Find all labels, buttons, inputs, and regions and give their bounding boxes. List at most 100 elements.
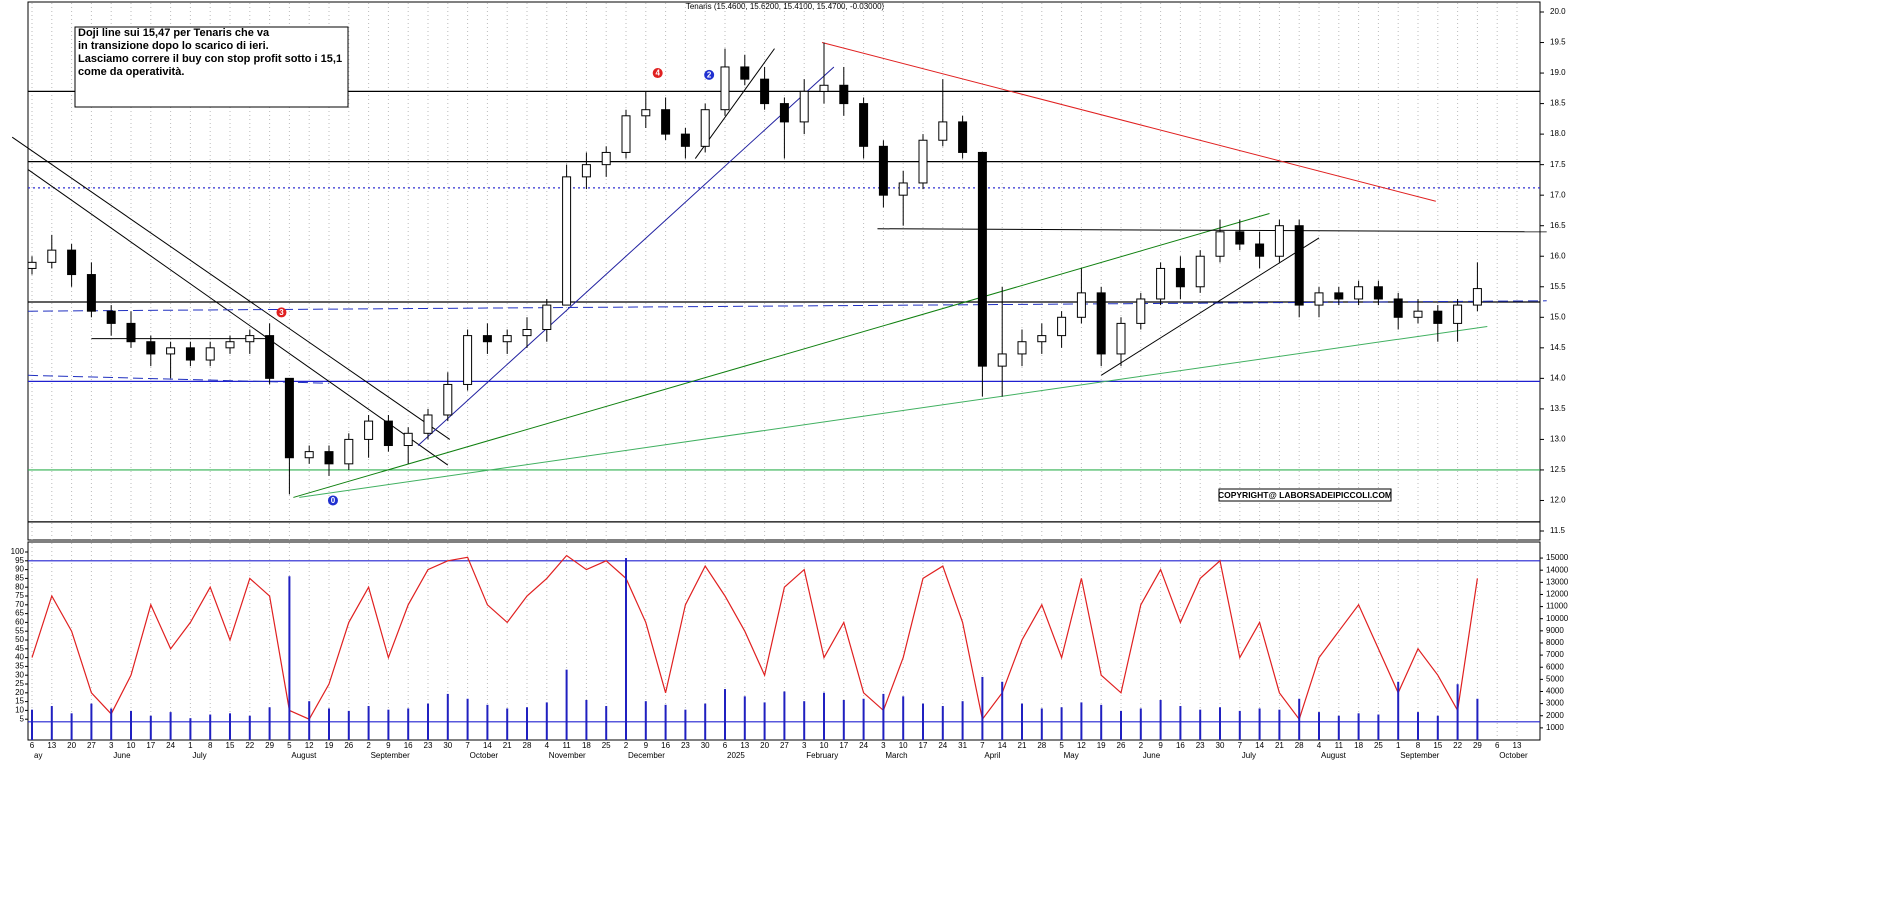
marker [652,68,663,79]
volume-bar [486,704,489,740]
trendline [28,374,330,384]
candle-body [1235,231,1245,245]
candle-body [740,66,750,80]
y-tick-label: 65 [15,609,24,618]
candle-body [522,329,532,337]
volume-bar [130,710,132,740]
candle-body [977,151,987,367]
candle-body [47,249,57,263]
volume-bar [1337,715,1340,740]
volume-bar [31,709,33,740]
candle-body [938,121,948,141]
candle-body [621,115,631,153]
trendline [877,228,1547,233]
y-tick-label: 80 [15,582,24,591]
annotation: in transizione dopo lo scarico di ieri. [78,40,269,52]
x-tick-label: 6 [30,741,35,750]
volume-bar [961,701,964,740]
volume-bar [526,707,528,740]
x-tick-label: 27 [87,741,96,750]
volume-bar [387,709,390,740]
x-tick-label: 22 [245,741,254,750]
month-label: 2025 [727,751,745,760]
candle-body [284,377,294,459]
volume-bar [545,702,548,740]
y-tick-label: 90 [15,565,24,574]
volume-bar [1476,698,1479,740]
candle-body [1195,255,1205,288]
candle-body [799,90,809,123]
y-tick-label: 20.0 [1550,7,1566,16]
candle-body [1136,298,1146,324]
y-tick-label: 18.5 [1550,99,1566,108]
marker-label: 3 [279,308,284,317]
candle-body [819,84,829,92]
marker [276,307,287,318]
candle-body [67,249,77,276]
y-tick-label: 11.5 [1550,526,1566,535]
candle-body [601,151,611,166]
x-tick-label: 23 [424,741,433,750]
marker-label: 0 [331,496,336,505]
candle-body [344,438,354,465]
x-tick-label: 14 [1255,741,1264,750]
x-tick-label: 9 [386,741,391,750]
x-tick-label: 2 [366,741,371,750]
y-tick-label: 5 [20,714,25,723]
volume-bar [763,702,766,740]
volume-bar [882,693,885,740]
x-tick-label: 8 [1416,741,1421,750]
trendline [1100,237,1320,376]
candle-body [958,121,968,153]
trendline [28,300,1547,312]
volume-bar [90,703,93,740]
candle-body [779,103,789,123]
y-tick-label: 20 [15,688,24,697]
candle-body [839,84,849,105]
candle-body [185,347,195,361]
volume-bar [169,712,172,740]
candle-body [1057,316,1067,337]
x-tick-label: 10 [899,741,908,750]
volume-bar [1040,708,1043,740]
x-tick-label: 19 [325,741,334,750]
month-label: July [1242,751,1256,760]
x-tick-label: 29 [1473,741,1482,750]
volume-bar [506,708,509,740]
y-tick-label: 16.0 [1550,251,1566,260]
volume-bar [684,709,687,740]
month-label: August [1321,751,1347,760]
x-tick-label: 24 [859,741,868,750]
volume-bar [189,718,192,740]
volume-bar [1318,712,1320,740]
candle-body [324,451,334,465]
volume-bar [1001,681,1004,740]
y-tick-label: 85 [15,574,24,583]
month-label: September [1400,751,1439,760]
y-tick-label: 35 [15,662,24,671]
volume-bar [1238,710,1241,740]
x-tick-label: 12 [305,741,314,750]
y2-tick-label: 2000 [1546,711,1564,720]
candle-body [1017,341,1027,355]
candle-body [641,109,651,117]
x-tick-label: 21 [1275,741,1284,750]
x-tick-label: 31 [958,741,967,750]
y-tick-label: 19.0 [1550,68,1566,77]
candle-body [1334,292,1344,300]
month-label: June [113,751,131,760]
candle-body [760,78,770,105]
y-tick-label: 40 [15,653,24,662]
x-tick-label: 3 [881,741,886,750]
grid [31,3,1518,739]
candle-body [423,414,433,434]
y-tick-label: 13.0 [1550,435,1566,444]
y-tick-label: 45 [15,644,24,653]
y-tick-label: 50 [15,635,24,644]
volume-bar [1080,702,1083,740]
x-tick-label: 12 [1077,741,1086,750]
y2-tick-label: 6000 [1546,662,1564,671]
y-tick-label: 17.0 [1550,190,1566,199]
candle-body [463,335,473,385]
x-tick-label: 1 [188,741,193,750]
